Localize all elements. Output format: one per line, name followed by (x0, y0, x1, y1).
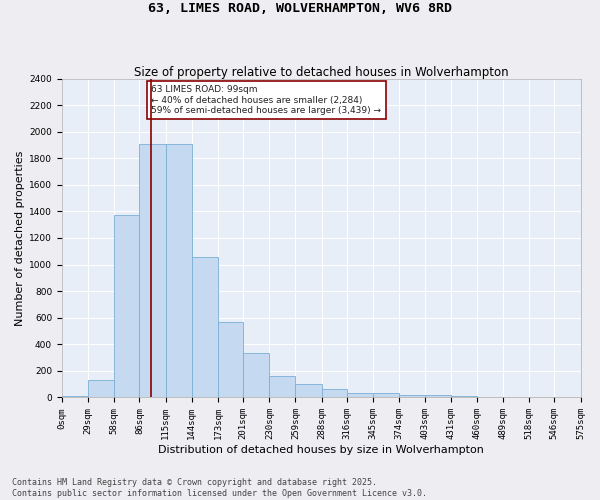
Bar (269, 376, 295, 398)
Bar (166, 144, 192, 398)
Bar (477, 397, 503, 398)
Bar (373, 394, 399, 398)
Bar (347, 393, 373, 398)
Bar (295, 384, 322, 398)
Bar (503, 397, 529, 398)
Text: 63 LIMES ROAD: 99sqm
← 40% of detached houses are smaller (2,284)
59% of semi-de: 63 LIMES ROAD: 99sqm ← 40% of detached h… (151, 85, 381, 115)
Bar (218, 322, 243, 398)
Bar (139, 144, 166, 398)
Bar (192, 256, 218, 398)
Bar (62, 396, 88, 398)
Bar (451, 396, 477, 398)
X-axis label: Distribution of detached houses by size in Wolverhampton: Distribution of detached houses by size … (158, 445, 484, 455)
Bar (425, 396, 451, 398)
Bar (243, 353, 269, 398)
Text: Contains HM Land Registry data © Crown copyright and database right 2025.
Contai: Contains HM Land Registry data © Crown c… (12, 478, 427, 498)
Bar (322, 390, 347, 398)
Title: Size of property relative to detached houses in Wolverhampton: Size of property relative to detached ho… (134, 66, 509, 78)
Text: 63, LIMES ROAD, WOLVERHAMPTON, WV6 8RD: 63, LIMES ROAD, WOLVERHAMPTON, WV6 8RD (148, 2, 452, 16)
Y-axis label: Number of detached properties: Number of detached properties (15, 150, 25, 326)
Bar (399, 395, 425, 398)
Bar (88, 380, 114, 398)
Bar (114, 216, 139, 398)
